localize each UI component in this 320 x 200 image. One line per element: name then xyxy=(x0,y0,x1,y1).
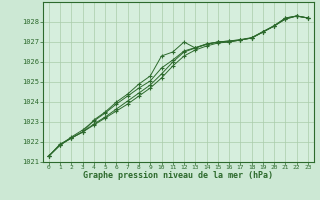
X-axis label: Graphe pression niveau de la mer (hPa): Graphe pression niveau de la mer (hPa) xyxy=(84,171,273,180)
